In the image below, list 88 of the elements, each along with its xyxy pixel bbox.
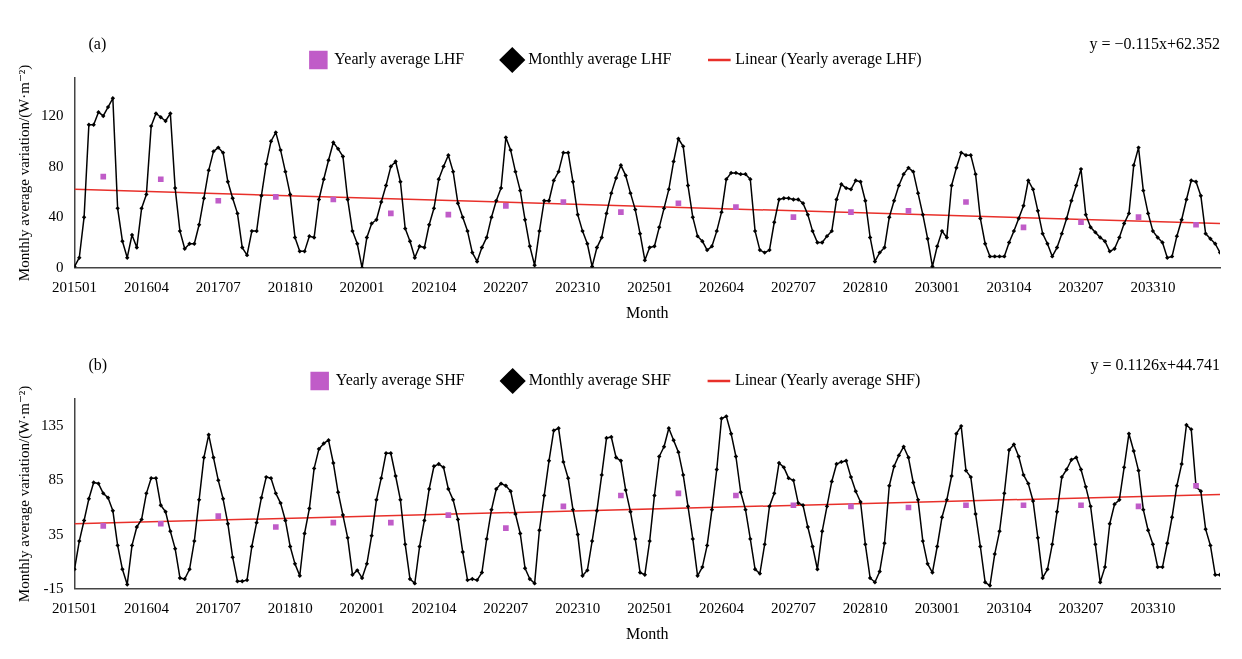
point	[905, 208, 912, 214]
x-tick-label: 202104	[411, 278, 457, 295]
y-tick-label: 135	[41, 417, 64, 434]
point	[157, 176, 164, 183]
y-tick-label: 40	[48, 208, 64, 225]
text: y = −0.115x+62.352	[1089, 35, 1220, 54]
legend-label: Monthly average SHF	[528, 371, 671, 390]
y-axis-title: Monthly average variation/(W·m⁻²)	[15, 385, 33, 603]
point	[503, 525, 509, 531]
point	[790, 502, 797, 509]
x-tick-label: 202207	[483, 599, 529, 616]
point	[388, 210, 394, 217]
point	[1020, 224, 1027, 231]
text: (b)	[88, 356, 108, 375]
point	[618, 492, 624, 499]
point	[848, 209, 854, 215]
x-tick-label: 202104	[411, 599, 457, 616]
legend-label: Monthly average LHF	[528, 50, 672, 69]
x-tick-label: 202810	[842, 599, 888, 616]
point	[1193, 221, 1199, 228]
legend-label: Linear (Yearly average SHF)	[734, 371, 921, 390]
y-tick-label: 0	[56, 258, 64, 275]
x-tick-label: 203310	[1130, 278, 1176, 295]
point	[733, 204, 739, 210]
point	[272, 524, 279, 530]
point	[560, 199, 567, 205]
x-tick-label: 203001	[914, 599, 960, 616]
x-tick-label: 202604	[699, 599, 745, 616]
point	[675, 200, 682, 207]
x-tick-label: 202810	[842, 278, 888, 295]
point	[963, 199, 969, 205]
point	[848, 503, 854, 510]
point	[1078, 502, 1084, 509]
x-tick-label: 203310	[1130, 599, 1176, 616]
x-tick-label: 203001	[914, 278, 960, 295]
x-tick-label: 201707	[195, 278, 242, 295]
point	[330, 519, 337, 526]
y-tick-label: 85	[48, 471, 64, 488]
x-tick-label: 202001	[339, 599, 385, 616]
x-tick-label: 201501	[52, 599, 97, 616]
point	[272, 194, 279, 200]
point	[1078, 219, 1084, 226]
point	[330, 196, 337, 203]
point	[503, 202, 509, 209]
legend-label: Yearly average SHF	[335, 371, 465, 390]
point	[618, 209, 624, 215]
point	[388, 519, 394, 526]
x-tick-label: 201810	[267, 599, 313, 616]
x-tick-label: 201810	[267, 278, 313, 295]
y-tick-label: 80	[48, 157, 64, 174]
x-tick-label: 202604	[699, 278, 745, 295]
point	[445, 512, 452, 518]
x-tick-label: 201604	[123, 599, 170, 616]
x-tick-label: 203207	[1058, 599, 1105, 616]
x-tick-label: 203104	[986, 599, 1033, 616]
x-tick-label: 202310	[555, 278, 601, 295]
x-axis-title: Month	[625, 303, 669, 321]
x-tick-label: 202207	[483, 278, 529, 295]
x-tick-label: 201604	[123, 278, 170, 295]
legend-label: Yearly average LHF	[334, 50, 465, 69]
legend-label: Linear (Yearly average LHF)	[735, 50, 922, 69]
x-tick-label: 202501	[627, 278, 673, 295]
y-tick-label: -15	[43, 579, 64, 596]
point	[157, 520, 164, 527]
point	[1020, 502, 1027, 509]
x-tick-label: 202707	[770, 278, 817, 295]
point	[963, 502, 969, 509]
x-tick-label: 202310	[555, 599, 601, 616]
text: y = 0.1126x+44.741	[1090, 356, 1220, 375]
x-tick-label: 203207	[1058, 278, 1105, 295]
x-tick-label: 201707	[195, 599, 242, 616]
text: (a)	[88, 35, 107, 54]
x-tick-label: 202001	[339, 278, 385, 295]
y-tick-label: 35	[48, 525, 64, 542]
point	[733, 492, 739, 499]
x-tick-label: 202501	[627, 599, 673, 616]
point	[100, 173, 107, 180]
y-tick-label: 120	[41, 106, 64, 123]
x-axis-title: Month	[625, 624, 669, 642]
point	[1135, 214, 1142, 221]
point	[100, 523, 107, 529]
point	[790, 214, 797, 221]
y-axis-title: Monthly average variation/(W·m⁻²)	[15, 64, 33, 282]
x-tick-label: 201501	[52, 278, 97, 295]
point	[215, 197, 222, 204]
point	[215, 513, 222, 519]
x-tick-label: 203104	[986, 278, 1033, 295]
x-tick-label: 202707	[770, 599, 817, 616]
